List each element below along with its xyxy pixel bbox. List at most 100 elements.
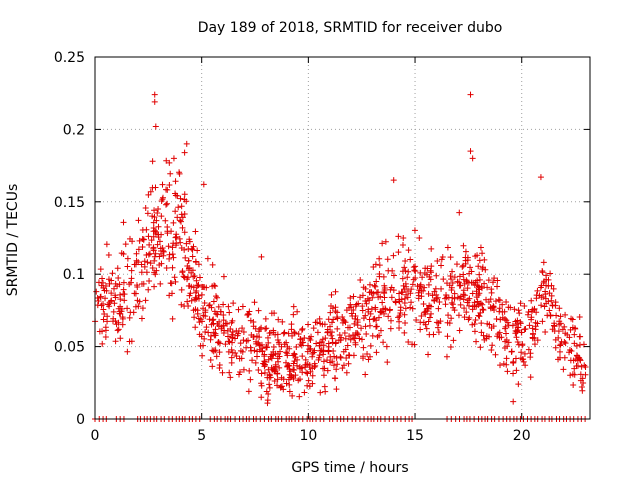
data-point [510,370,517,377]
data-point [407,256,414,263]
data-point [443,294,450,301]
data-point [327,309,334,316]
data-point [561,338,568,345]
data-point [194,282,201,289]
data-point [488,324,495,331]
data-point [299,353,306,360]
data-point [104,313,111,320]
data-point [402,268,409,275]
data-point [467,91,474,98]
data-point [146,250,153,257]
data-point [522,362,529,369]
data-point [216,349,223,356]
data-point [254,348,261,355]
data-point [342,335,349,342]
data-point [200,181,207,188]
data-point [111,285,118,292]
data-point [317,320,324,327]
data-point [370,316,377,323]
data-point [333,354,340,361]
data-point [229,339,236,346]
data-point [321,365,328,372]
data-point [220,312,227,319]
data-point [460,287,467,294]
data-point [313,340,320,347]
data-point [245,311,252,318]
data-point [139,243,146,250]
data-point [375,314,382,321]
data-point [381,294,388,301]
data-point [539,318,546,325]
data-point [152,184,159,191]
data-point [417,281,424,288]
data-point [411,341,418,348]
x-tick-label: 5 [197,428,206,444]
data-point [158,198,165,205]
data-point [329,358,336,365]
data-point [256,341,263,348]
data-point [434,294,441,301]
data-point [478,320,485,327]
data-point [447,344,454,351]
data-point [417,269,424,276]
data-point [547,270,554,277]
data-point [120,286,127,293]
data-point [285,362,292,369]
data-point [163,264,170,271]
data-point [426,314,433,321]
data-point [246,308,253,315]
data-point [301,389,308,396]
data-point [158,213,165,220]
data-point [145,233,152,240]
data-point [501,344,508,351]
data-point [294,356,301,363]
data-point [283,349,290,356]
data-point [395,314,402,321]
data-point [457,282,464,289]
data-point [104,318,111,325]
data-point [110,308,117,315]
data-point [102,295,109,302]
data-point [133,282,140,289]
data-point [438,256,445,263]
data-point [418,313,425,320]
data-point [464,278,471,285]
data-point [454,294,461,301]
data-point [151,207,158,214]
plot-frame [94,56,591,420]
data-point [124,348,131,355]
data-point [380,305,387,312]
data-point [427,267,434,274]
data-point [215,339,222,346]
data-point [514,328,521,335]
data-point [209,363,216,370]
data-point [277,383,284,390]
data-point [233,353,240,360]
data-point [112,294,119,301]
data-point [489,342,496,349]
data-point [531,341,538,348]
data-point [444,244,451,251]
data-point [380,273,387,280]
data-point [566,334,573,341]
data-point [556,305,563,312]
data-point [333,314,340,321]
data-point [525,346,532,353]
data-point [296,393,303,400]
data-point [307,368,314,375]
data-point [174,192,181,199]
data-point [366,297,373,304]
data-point [297,336,304,343]
data-point [267,329,274,336]
data-point [228,346,235,353]
data-point [451,307,458,314]
data-point [399,275,406,282]
data-point [411,267,418,274]
data-point [540,294,547,301]
data-point [126,235,133,242]
data-point [216,318,223,325]
data-point [296,376,303,383]
data-point [443,280,450,287]
data-point [186,264,193,271]
data-point [476,276,483,283]
